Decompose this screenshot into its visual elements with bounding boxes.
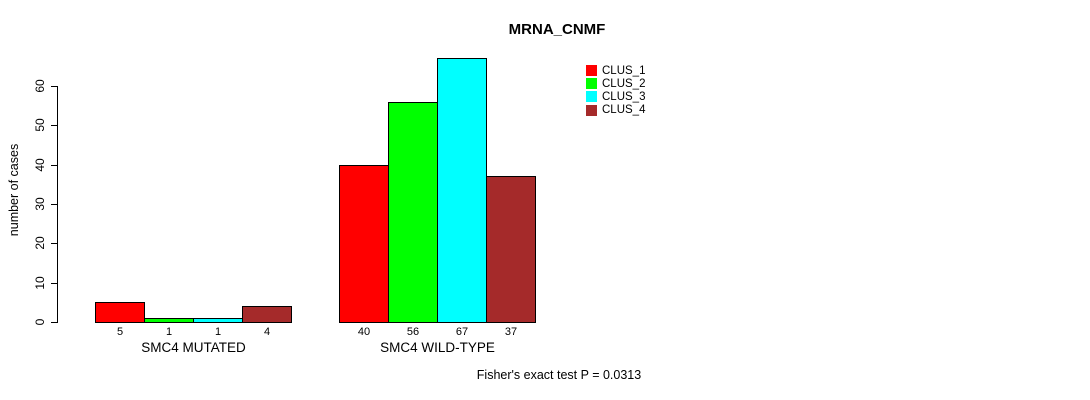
legend-label: CLUS_4 bbox=[602, 104, 646, 117]
y-axis-line bbox=[57, 86, 58, 323]
legend-row: CLUS_4 bbox=[586, 104, 645, 117]
bar-value-label: 1 bbox=[165, 326, 173, 338]
bar-clus_2-2 bbox=[388, 102, 438, 323]
y-tick-mark bbox=[51, 204, 57, 205]
y-tick-mark bbox=[51, 322, 57, 323]
bar-clus_4-2 bbox=[486, 176, 536, 323]
legend-row: CLUS_1 bbox=[586, 64, 645, 77]
bar-value-label: 4 bbox=[263, 326, 271, 338]
y-tick-mark bbox=[51, 86, 57, 87]
y-tick-label: 50 bbox=[33, 118, 47, 133]
y-tick-mark bbox=[51, 282, 57, 284]
y-tick-mark bbox=[51, 125, 57, 127]
group-label: SMC4 MUTATED bbox=[141, 340, 246, 355]
y-axis-label: number of cases bbox=[7, 143, 21, 237]
bar-value-label: 1 bbox=[214, 326, 222, 338]
y-tick-label: 10 bbox=[33, 275, 47, 290]
bar-clus_1-1 bbox=[95, 302, 145, 323]
y-tick-mark bbox=[51, 164, 57, 166]
legend-label: CLUS_1 bbox=[602, 64, 646, 77]
bar-value-label: 40 bbox=[357, 326, 371, 338]
bar-clus_3-1 bbox=[193, 318, 243, 323]
legend-swatch-clus_1 bbox=[586, 65, 597, 76]
bar-value-label: 67 bbox=[455, 326, 469, 338]
legend-swatch-clus_3 bbox=[586, 91, 597, 103]
y-tick-label: 20 bbox=[33, 236, 47, 251]
bar-clus_1-2 bbox=[339, 165, 389, 323]
bar-clus_2-1 bbox=[144, 318, 194, 323]
legend-label: CLUS_3 bbox=[602, 90, 646, 103]
y-tick-label: 0 bbox=[33, 318, 47, 326]
annotation-text: Fisher's exact test P = 0.0313 bbox=[476, 368, 642, 382]
legend-label: CLUS_2 bbox=[602, 77, 646, 90]
y-tick-label: 60 bbox=[33, 79, 47, 93]
legend-swatch-clus_2 bbox=[586, 78, 597, 90]
y-tick-mark bbox=[51, 243, 57, 245]
legend-row: CLUS_2 bbox=[586, 77, 645, 90]
bar-clus_4-1 bbox=[242, 306, 292, 323]
group-label: SMC4 WILD-TYPE bbox=[380, 340, 495, 355]
bar-value-label: 56 bbox=[406, 326, 420, 338]
y-tick-label: 30 bbox=[33, 197, 47, 211]
chart-title: MRNA_CNMF bbox=[508, 21, 606, 38]
bar-value-label: 5 bbox=[116, 326, 124, 338]
bar-clus_3-2 bbox=[437, 58, 487, 323]
legend-swatch-clus_4 bbox=[586, 104, 597, 116]
bar-value-label: 37 bbox=[504, 326, 518, 338]
legend-row: CLUS_3 bbox=[586, 90, 645, 103]
y-tick-label: 40 bbox=[33, 157, 47, 172]
